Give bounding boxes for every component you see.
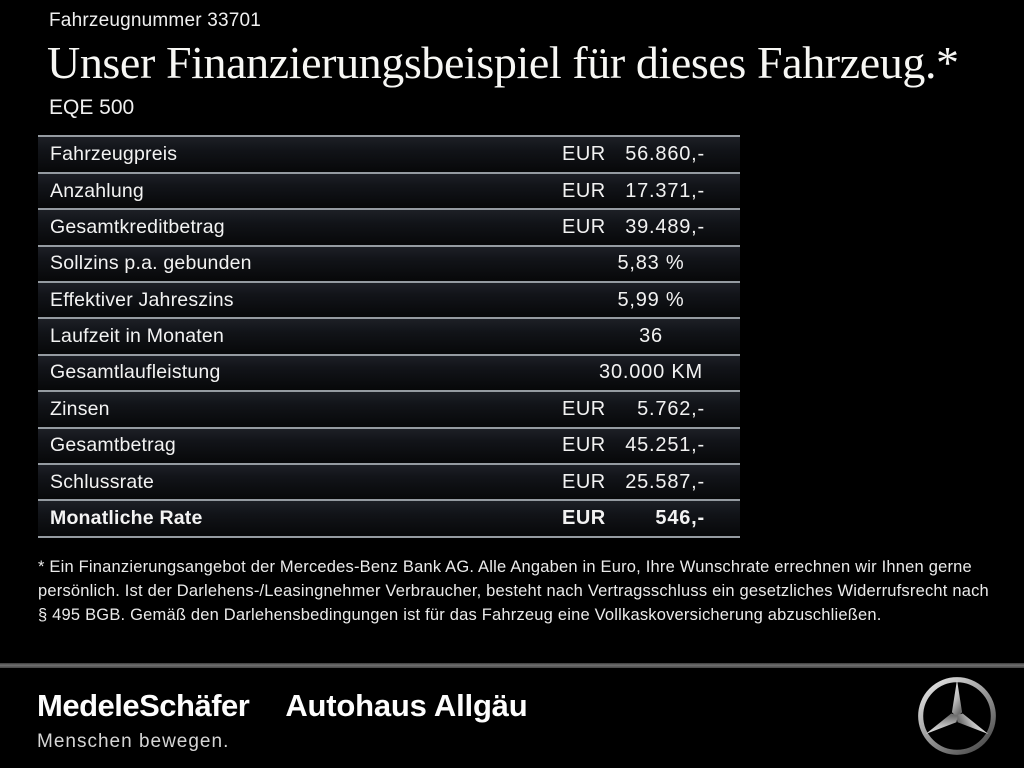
row-value-column: 36 [558,325,740,348]
row-value-column: EUR 17.371,- [558,180,740,203]
row-value-column: EUR 56.860,- [558,143,740,166]
table-row: Gesamtkreditbetrag EUR 39.489,- [38,208,740,245]
row-value: 17.371,- [625,179,705,202]
row-value: 39.489,- [625,215,705,238]
row-label: Gesamtlaufleistung [50,361,221,384]
row-currency: EUR [562,507,606,530]
row-label: Schlussrate [50,470,155,493]
row-value: 56.860,- [625,143,705,166]
row-value: 45.251,- [625,434,705,457]
row-value: 30.000 KM [599,361,703,384]
table-row: Gesamtbetrag EUR 45.251,- [38,426,740,463]
vehicle-model: EQE 500 [49,96,135,120]
finance-table: Fahrzeugpreis EUR 56.860,- Anzahlung EUR… [38,135,740,538]
row-label: Gesamtkreditbetrag [50,215,225,238]
row-value-column: 5,99 % [558,289,740,312]
row-value: 5,83 % [617,252,685,275]
row-currency: EUR [562,397,606,420]
row-label: Gesamtbetrag [50,434,176,457]
main-content: Fahrzeugnummer 33701 Unser Finanzierungs… [38,10,1024,627]
row-currency: EUR [562,215,606,238]
footer-separator [0,663,1024,668]
row-label: Monatliche Rate [50,507,203,530]
table-row: Anzahlung EUR 17.371,- [38,171,740,209]
row-label: Laufzeit in Monaten [50,325,224,348]
vehicle-number: Fahrzeugnummer 33701 [49,10,262,31]
row-currency: EUR [562,143,606,166]
row-value-column: EUR 5.762,- [558,398,740,421]
table-row: Sollzins p.a. gebunden 5,83 % [38,244,740,281]
dealer-tagline: Menschen bewegen. [37,730,230,752]
row-value: 25.587,- [625,470,705,493]
row-currency: EUR [562,179,606,202]
row-value: 36 [639,325,663,348]
dealer-logo-block: MedeleSchäfer Menschen bewegen. [37,687,250,753]
row-value-column: EUR 25.587,- [558,471,740,494]
footnote-line: § 495 BGB. Gemäß den Darlehensbedingunge… [38,605,882,624]
table-row: Effektiver Jahreszins 5,99 % [38,281,740,318]
row-value: 546,- [655,507,705,530]
row-value-column: EUR 546,- [558,507,740,530]
dealer-logo-medele-schaefer: MedeleSchäfer [37,687,250,723]
footnote: * Ein Finanzierungsangebot der Mercedes-… [38,555,1024,627]
table-row: Laufzeit in Monaten 36 [38,317,740,354]
table-row: Zinsen EUR 5.762,- [38,390,740,427]
row-value-column: EUR 45.251,- [558,434,740,457]
footnote-line: persönlich. Ist der Darlehens-/Leasingne… [38,581,989,600]
footnote-line: * Ein Finanzierungsangebot der Mercedes-… [38,557,972,576]
row-label: Effektiver Jahreszins [50,288,234,311]
table-row: Schlussrate EUR 25.587,- [38,462,740,500]
row-value-column: 5,83 % [558,252,740,275]
dealer-logo-autohaus-allgaeu: Autohaus Allgäu [285,687,528,723]
row-label: Sollzins p.a. gebunden [50,252,252,275]
row-label: Fahrzeugpreis [50,143,178,166]
row-value: 5.762,- [637,397,705,420]
row-value: 5,99 % [617,288,685,311]
table-row: Monatliche Rate EUR 546,- [38,499,740,536]
row-value-column: EUR 39.489,- [558,216,740,239]
row-label: Anzahlung [50,179,144,202]
row-label: Zinsen [50,397,110,420]
row-currency: EUR [562,470,606,493]
table-row: Gesamtlaufleistung 30.000 KM [38,353,740,391]
row-value-column: 30.000 KM [558,361,740,384]
mercedes-benz-star-icon [918,677,996,755]
table-row: Fahrzeugpreis EUR 56.860,- [38,135,740,172]
dealer-logos: MedeleSchäfer Menschen bewegen. Autohaus… [37,687,528,753]
row-currency: EUR [562,434,606,457]
footer: MedeleSchäfer Menschen bewegen. Autohaus… [0,668,1024,768]
page-title: Unser Finanzierungsbeispiel für dieses F… [47,37,959,88]
